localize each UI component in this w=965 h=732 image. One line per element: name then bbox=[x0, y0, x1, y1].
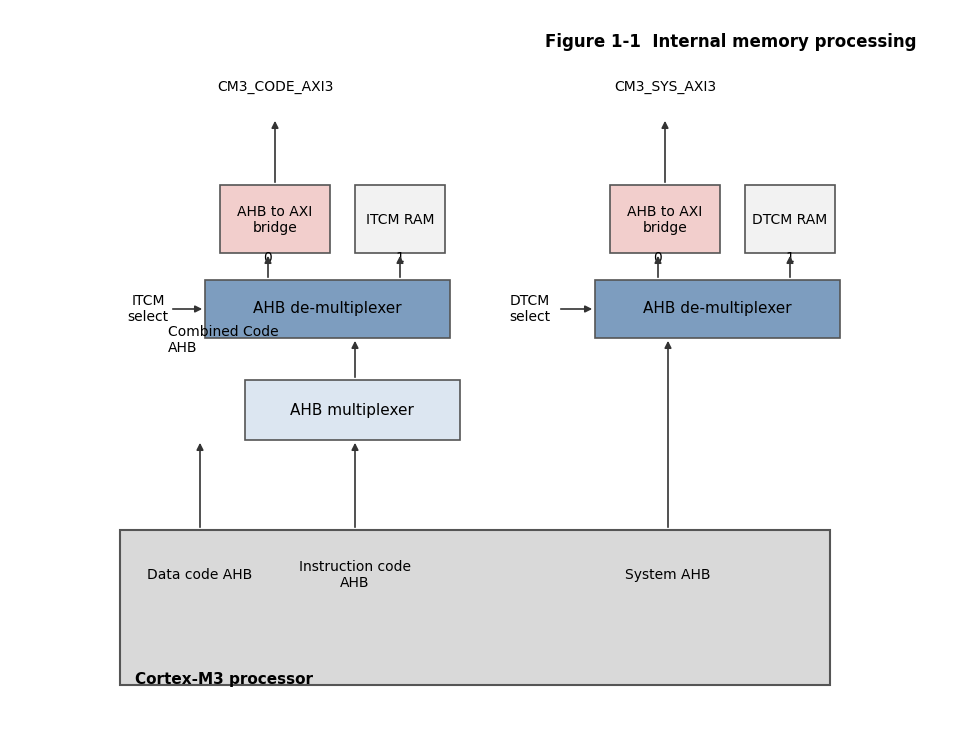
Bar bbox=[595, 280, 840, 338]
Text: ITCM RAM: ITCM RAM bbox=[366, 213, 434, 227]
Text: Instruction code
AHB: Instruction code AHB bbox=[299, 560, 411, 590]
Text: AHB to AXI
bridge: AHB to AXI bridge bbox=[627, 205, 703, 235]
Text: Figure 1-1  Internal memory processing: Figure 1-1 Internal memory processing bbox=[545, 33, 917, 51]
Text: AHB to AXI
bridge: AHB to AXI bridge bbox=[237, 205, 313, 235]
Bar bbox=[610, 185, 720, 253]
Text: 1: 1 bbox=[786, 251, 794, 265]
Text: CM3_SYS_AXI3: CM3_SYS_AXI3 bbox=[614, 80, 716, 94]
Text: Data code AHB: Data code AHB bbox=[148, 568, 253, 582]
Text: 1: 1 bbox=[396, 251, 404, 265]
Text: 0: 0 bbox=[263, 251, 272, 265]
Bar bbox=[745, 185, 835, 253]
Text: DTCM RAM: DTCM RAM bbox=[753, 213, 828, 227]
Bar bbox=[120, 530, 830, 685]
Text: Combined Code
AHB: Combined Code AHB bbox=[168, 325, 279, 355]
Bar bbox=[355, 185, 445, 253]
Text: DTCM
select: DTCM select bbox=[510, 294, 551, 324]
Text: System AHB: System AHB bbox=[625, 568, 711, 582]
Text: ITCM
select: ITCM select bbox=[127, 294, 169, 324]
Text: AHB de-multiplexer: AHB de-multiplexer bbox=[253, 302, 401, 316]
Bar bbox=[220, 185, 330, 253]
Text: AHB multiplexer: AHB multiplexer bbox=[290, 403, 414, 419]
Text: AHB de-multiplexer: AHB de-multiplexer bbox=[643, 302, 791, 316]
Text: 0: 0 bbox=[653, 251, 662, 265]
Text: CM3_CODE_AXI3: CM3_CODE_AXI3 bbox=[217, 80, 333, 94]
Bar bbox=[245, 380, 460, 440]
Bar bbox=[205, 280, 450, 338]
Text: Cortex-M3 processor: Cortex-M3 processor bbox=[135, 672, 313, 687]
